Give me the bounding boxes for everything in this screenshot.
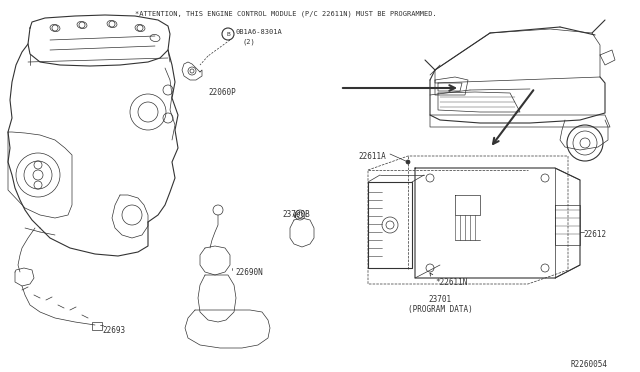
Text: 23701: 23701: [428, 295, 452, 304]
Bar: [92, 322, 102, 330]
Text: 22060P: 22060P: [208, 88, 236, 97]
Text: 22612: 22612: [583, 230, 606, 239]
Text: (2): (2): [242, 38, 255, 45]
Text: B: B: [226, 32, 230, 36]
Text: 0B1A6-8301A: 0B1A6-8301A: [236, 29, 283, 35]
Text: *ATTENTION, THIS ENGINE CONTROL MODULE (P/C 22611N) MUST BE PROGRAMMED.: *ATTENTION, THIS ENGINE CONTROL MODULE (…: [135, 10, 436, 16]
Circle shape: [406, 160, 410, 164]
Text: 22611A: 22611A: [358, 152, 386, 161]
Text: R2260054: R2260054: [571, 360, 608, 369]
Text: 22693: 22693: [102, 326, 125, 335]
Text: *22611N: *22611N: [435, 278, 467, 287]
Text: (PROGRAM DATA): (PROGRAM DATA): [408, 305, 472, 314]
Text: 23790B: 23790B: [282, 210, 310, 219]
Text: 22690N: 22690N: [235, 268, 263, 277]
